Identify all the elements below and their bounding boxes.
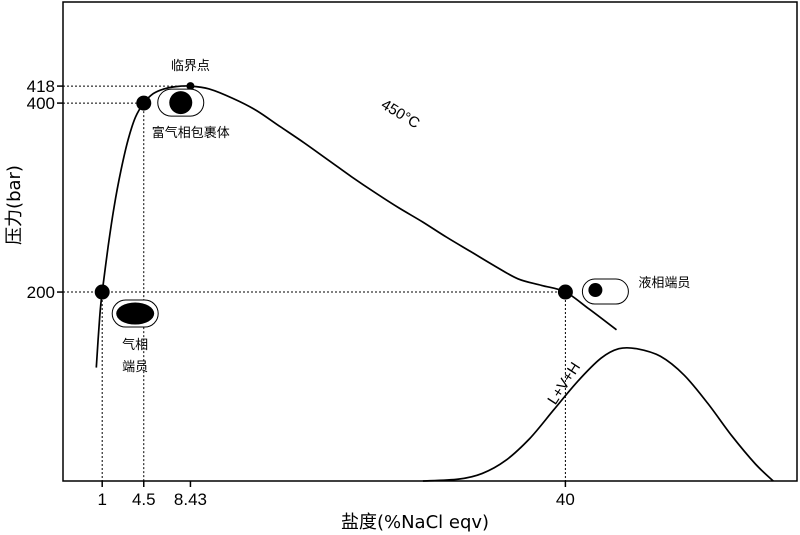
data-point-0 [94,284,110,300]
series-line-0 [95,85,618,368]
liquid-bubble-icon [588,283,603,298]
point-label-vapor-rich: 富气相包裹体 [152,125,230,141]
series-line-1 [422,346,774,482]
point-label-vapor-line-1: 端员 [122,360,148,375]
x-tick-label-2: 8.43 [174,490,207,509]
point-label-vapor-line-0: 气相 [122,337,148,353]
x-axis-title: 盐度(%NaCl eqv) [341,512,489,533]
y-tick-label-1: 400 [27,94,55,113]
x-tick-label-0: 1 [97,490,106,509]
y-axis-title: 压力(bar) [4,165,25,245]
point-label-liquid: 液相端员 [638,276,690,291]
point-label-critical: 临界点 [171,59,210,74]
y-tick-label-2: 418 [27,77,55,96]
series-label-450c: 450°C [378,96,423,132]
data-point-2 [186,82,195,91]
x-tick-label-1: 4.5 [132,490,156,509]
x-tick-label-3: 40 [556,490,575,509]
y-tick-label-0: 200 [27,283,55,302]
data-point-3 [557,284,573,300]
series-label-lvh: L+V+H [544,359,584,407]
data-point-1 [136,95,152,111]
vapor-bubble-icon [116,302,155,325]
vapor-rich-bubble-icon [169,91,193,115]
